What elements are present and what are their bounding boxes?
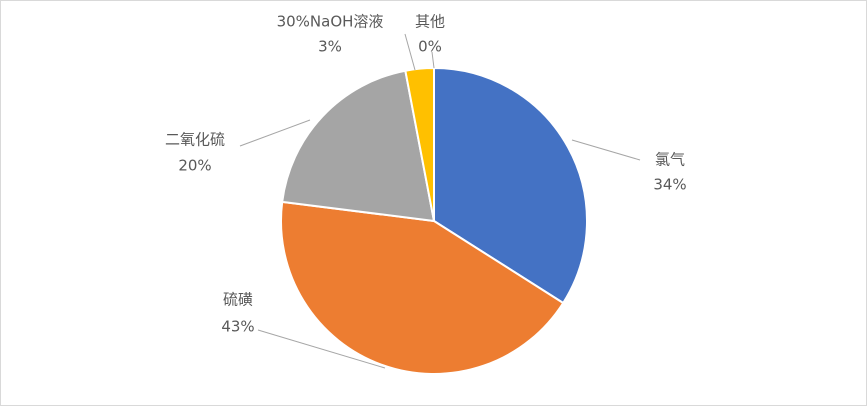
category-label: 硫磺 [223,291,253,309]
category-label: 30%NaOH溶液 [277,13,384,31]
leader-line [239,119,311,147]
pie-slice [280,200,565,375]
leader-line [571,139,641,161]
value-label: 34% [653,176,686,194]
category-label: 二氧化硫 [165,131,225,149]
leader-line [431,51,435,69]
value-label: 20% [178,157,211,175]
value-label: 0% [418,38,442,56]
value-label: 3% [318,38,342,56]
leader-line [257,329,386,369]
leader-line [404,33,416,71]
value-label: 43% [221,318,254,336]
pie-slice [281,69,436,223]
category-label: 氯气 [655,151,685,169]
category-label: 其他 [415,13,445,31]
